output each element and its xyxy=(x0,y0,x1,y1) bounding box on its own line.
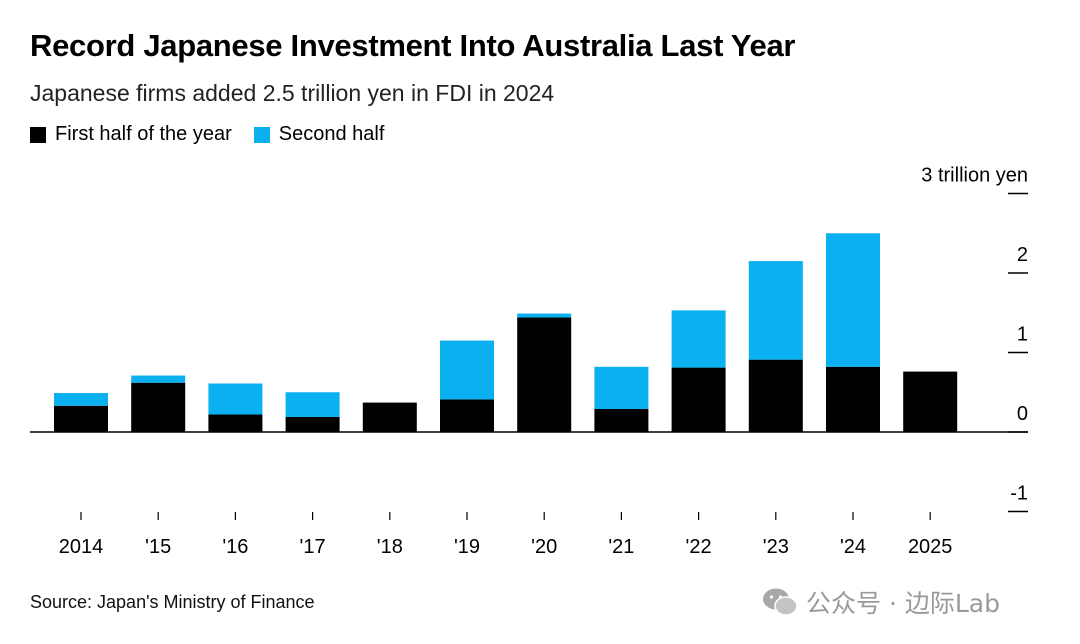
chart-subtitle: Japanese firms added 2.5 trillion yen in… xyxy=(30,80,555,106)
bar-first-half-6 xyxy=(517,317,572,432)
wechat-icon xyxy=(763,588,798,616)
x-tick-label-4: '18 xyxy=(377,536,403,558)
bar-first-half-11 xyxy=(903,371,958,432)
bar-second-half-3 xyxy=(285,392,340,417)
bar-second-half-5 xyxy=(440,340,494,400)
bar-first-half-2 xyxy=(208,414,263,432)
y-tick-label-1: 0 xyxy=(1017,403,1028,425)
bar-second-half-1 xyxy=(131,375,186,383)
y-tick-label-3: 2 xyxy=(1017,244,1028,266)
x-tick-label-11: 2025 xyxy=(908,536,953,558)
y-tick-label-0: -1 xyxy=(1010,483,1028,505)
bar-first-half-9 xyxy=(748,359,803,432)
bar-first-half-4 xyxy=(362,402,417,432)
bar-first-half-8 xyxy=(671,367,726,432)
bar-second-half-2 xyxy=(208,383,263,415)
bar-first-half-3 xyxy=(285,416,340,432)
chart-title: Record Japanese Investment Into Australi… xyxy=(30,28,796,63)
source-note: Source: Japan's Ministry of Finance xyxy=(30,592,315,612)
x-tick-label-10: '24 xyxy=(840,536,866,558)
watermark-text: 公众号 · 边际Lab xyxy=(806,589,1000,618)
legend-swatch-second-half xyxy=(253,126,270,143)
x-tick-label-7: '21 xyxy=(608,536,634,558)
bar-second-half-7 xyxy=(594,366,649,409)
bar-first-half-5 xyxy=(440,399,494,432)
x-tick-label-1: '15 xyxy=(145,536,171,558)
bar-second-half-10 xyxy=(826,233,880,367)
bar-first-half-1 xyxy=(131,382,186,432)
bar-second-half-9 xyxy=(748,261,803,360)
legend-label-first-half: First half of the year xyxy=(55,123,232,145)
x-tick-label-6: '20 xyxy=(531,536,557,558)
legend-item-second-half: Second half xyxy=(253,123,385,146)
bar-second-half-6 xyxy=(517,313,572,318)
x-tick-label-3: '17 xyxy=(300,536,326,558)
bar-second-half-8 xyxy=(671,310,726,368)
legend-label-second-half: Second half xyxy=(278,123,385,145)
x-tick-label-2: '16 xyxy=(222,536,248,558)
bar-second-half-0 xyxy=(54,393,108,406)
watermark: 公众号 · 边际Lab xyxy=(762,584,1000,620)
bar-chart: 2014 '15 '16 '17 '18 '19 '20 '21 '22 '23 '24 2025 -1… xyxy=(30,165,1028,558)
bar-first-half-7 xyxy=(594,408,649,432)
x-tick-label-8: '22 xyxy=(686,536,712,558)
x-tick-label-5: '19 xyxy=(454,536,480,558)
x-tick-label-0: 2014 xyxy=(59,536,104,558)
y-tick-label-4: 3 trillion yen xyxy=(921,165,1028,187)
bar-first-half-10 xyxy=(826,366,880,432)
y-tick-label-2: 1 xyxy=(1017,324,1028,346)
bar-first-half-0 xyxy=(54,405,108,432)
legend-swatch-first-half xyxy=(30,126,46,143)
x-tick-label-9: '23 xyxy=(763,536,789,558)
legend-item-first-half: First half of the year xyxy=(30,123,232,146)
legend: First half of the year Second half xyxy=(30,123,406,146)
